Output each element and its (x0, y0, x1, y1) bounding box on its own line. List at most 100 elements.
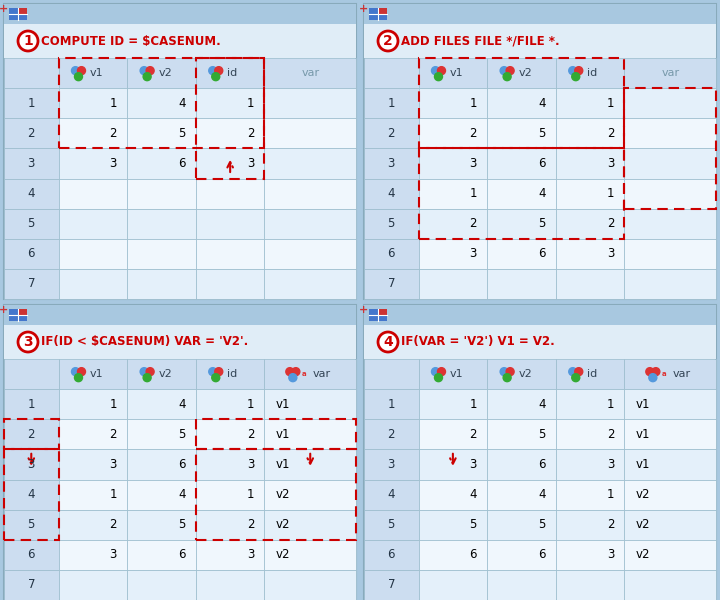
Circle shape (649, 374, 657, 382)
Bar (487, 239, 556, 269)
Circle shape (71, 67, 79, 74)
Bar (624, 389, 716, 419)
Circle shape (215, 368, 222, 376)
Bar (364, 58, 418, 88)
Bar (196, 58, 264, 88)
Bar (556, 570, 624, 600)
Bar (127, 540, 196, 570)
Bar (18, 8, 27, 14)
Bar (624, 540, 716, 570)
Bar (364, 449, 418, 479)
Text: id: id (228, 369, 238, 379)
Bar (487, 419, 556, 449)
Bar (127, 419, 196, 449)
Circle shape (18, 31, 38, 51)
Circle shape (215, 67, 222, 74)
Circle shape (146, 368, 154, 376)
Bar (556, 118, 624, 148)
Text: 4: 4 (387, 187, 395, 200)
Bar (624, 479, 716, 509)
Circle shape (506, 368, 514, 376)
Bar (418, 570, 487, 600)
Bar (4, 4, 356, 24)
Bar (624, 269, 716, 299)
Bar (624, 239, 716, 269)
Text: 2: 2 (469, 217, 477, 230)
Circle shape (575, 368, 582, 376)
Text: 4: 4 (383, 335, 393, 349)
Circle shape (289, 374, 297, 382)
Bar (624, 179, 716, 209)
Circle shape (212, 73, 220, 80)
Bar (487, 269, 556, 299)
Text: 1: 1 (607, 187, 614, 200)
Bar (4, 419, 58, 449)
Bar (624, 209, 716, 239)
Text: 1: 1 (109, 488, 117, 501)
Bar (487, 449, 556, 479)
Text: 6: 6 (178, 548, 186, 562)
Bar (364, 570, 418, 600)
Text: 1: 1 (23, 34, 33, 48)
Bar (264, 269, 356, 299)
Text: 3: 3 (607, 548, 614, 562)
Text: var: var (672, 369, 690, 379)
Bar (58, 88, 127, 118)
Bar (4, 118, 58, 148)
Text: id: id (228, 68, 238, 78)
Text: 3: 3 (109, 548, 117, 562)
Bar (487, 58, 556, 88)
Text: 1: 1 (387, 97, 395, 110)
Bar (418, 269, 487, 299)
Circle shape (506, 67, 514, 74)
Bar (58, 540, 127, 570)
Text: 3: 3 (607, 157, 614, 170)
Bar (4, 479, 58, 509)
Circle shape (146, 67, 154, 74)
Bar (369, 8, 387, 20)
Bar (556, 389, 624, 419)
Bar (264, 540, 356, 570)
Text: 2: 2 (607, 217, 614, 230)
Bar (127, 389, 196, 419)
Bar (127, 88, 196, 118)
Bar (624, 509, 716, 540)
Text: 1: 1 (27, 398, 35, 410)
Bar (4, 449, 58, 479)
Text: var: var (301, 68, 319, 78)
Text: v1: v1 (636, 428, 650, 441)
Bar (264, 479, 356, 509)
Bar (58, 118, 127, 148)
Bar (264, 359, 356, 389)
Text: IF(VAR = 'V2') V1 = V2.: IF(VAR = 'V2') V1 = V2. (401, 335, 554, 349)
Text: v1: v1 (636, 398, 650, 410)
Bar (418, 118, 487, 148)
Bar (264, 509, 356, 540)
Bar (196, 479, 264, 509)
Bar (58, 449, 127, 479)
Bar (487, 209, 556, 239)
Circle shape (143, 374, 151, 382)
Text: 1: 1 (469, 187, 477, 200)
Text: v2: v2 (518, 369, 532, 379)
Bar (4, 325, 356, 359)
Bar (4, 509, 58, 540)
Text: 6: 6 (538, 247, 546, 260)
Bar (58, 148, 127, 179)
Circle shape (572, 73, 580, 80)
Text: ADD FILES FILE */FILE *.: ADD FILES FILE */FILE *. (401, 34, 559, 47)
Bar (196, 148, 264, 179)
Text: 4: 4 (178, 398, 186, 410)
Text: v1: v1 (276, 428, 290, 441)
Bar (196, 540, 264, 570)
Bar (556, 509, 624, 540)
Bar (364, 209, 418, 239)
Circle shape (378, 332, 398, 352)
Text: 1: 1 (607, 488, 614, 501)
Bar (364, 4, 716, 24)
Circle shape (292, 368, 300, 376)
Bar (264, 389, 356, 419)
Text: 6: 6 (469, 548, 477, 562)
Bar (4, 4, 356, 299)
Text: 7: 7 (27, 578, 35, 592)
